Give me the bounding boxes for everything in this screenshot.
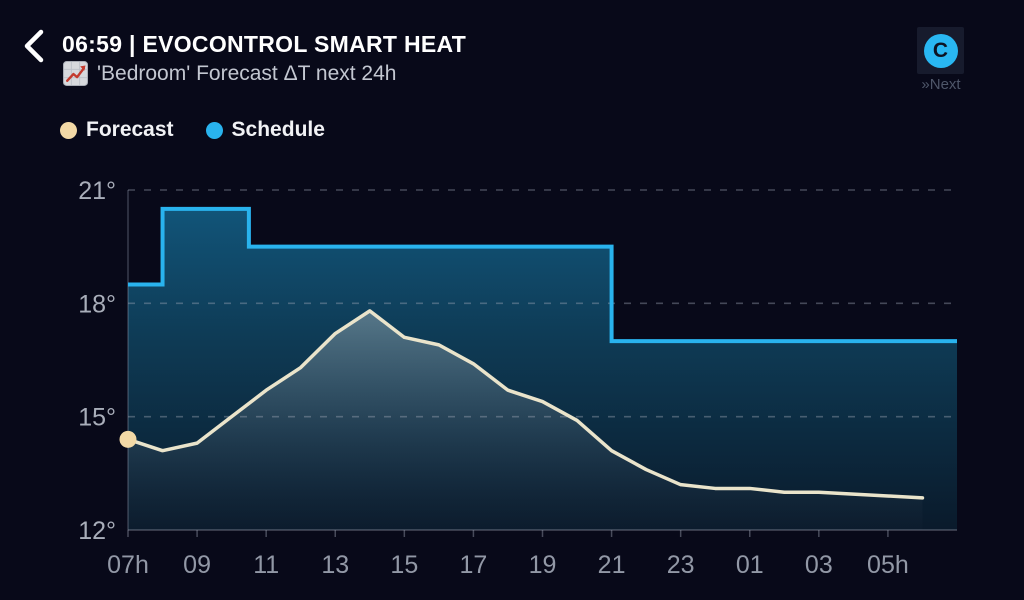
chart-legend: Forecast Schedule [60, 118, 325, 142]
chevron-left-icon [24, 29, 44, 63]
schedule-line [128, 206, 957, 344]
legend-label-schedule: Schedule [231, 118, 325, 141]
x-axis-labels: 07h 09 11 13 15 17 19 21 23 01 03 05h [107, 551, 909, 579]
schedule-dot-icon [205, 121, 223, 139]
svg-text:09: 09 [183, 551, 211, 579]
forecast-area [128, 310, 923, 530]
back-button[interactable] [20, 27, 50, 65]
svg-text:01: 01 [736, 551, 764, 579]
svg-text:11: 11 [253, 551, 279, 579]
axes [127, 190, 957, 537]
legend-item-schedule: Schedule [205, 118, 325, 142]
svg-text:13: 13 [321, 551, 349, 579]
svg-text:15°: 15° [78, 404, 116, 432]
legend-label-forecast: Forecast [86, 118, 174, 141]
svg-text:05h: 05h [867, 551, 909, 579]
svg-text:07h: 07h [107, 551, 149, 579]
forecast-start-dot [119, 430, 137, 448]
svg-text:23: 23 [667, 551, 695, 579]
svg-text:15: 15 [390, 551, 418, 579]
svg-text:19: 19 [529, 551, 557, 579]
next-label: »Next [921, 76, 961, 93]
svg-text:17: 17 [460, 551, 488, 579]
corner-next-button[interactable]: C [917, 27, 964, 74]
chart-increasing-icon [63, 61, 88, 86]
forecast-dot-icon [60, 121, 77, 139]
c-badge-icon: C [923, 33, 958, 68]
svg-text:12°: 12° [78, 517, 116, 545]
forecast-line [126, 309, 925, 500]
legend-item-forecast: Forecast [60, 118, 174, 142]
svg-text:18°: 18° [78, 290, 116, 318]
svg-text:21°: 21° [78, 177, 116, 205]
gridlines [128, 189, 957, 418]
y-axis-labels: 21° 18° 15° 12° [78, 177, 116, 545]
svg-text:21: 21 [598, 551, 626, 579]
svg-text:03: 03 [805, 551, 833, 579]
page-title: 06:59 | EVOCONTROL SMART HEAT [62, 31, 467, 57]
page-subtitle: 'Bedroom' Forecast ΔT next 24h [97, 61, 397, 85]
subtitle-row: 'Bedroom' Forecast ΔT next 24h [63, 61, 396, 86]
